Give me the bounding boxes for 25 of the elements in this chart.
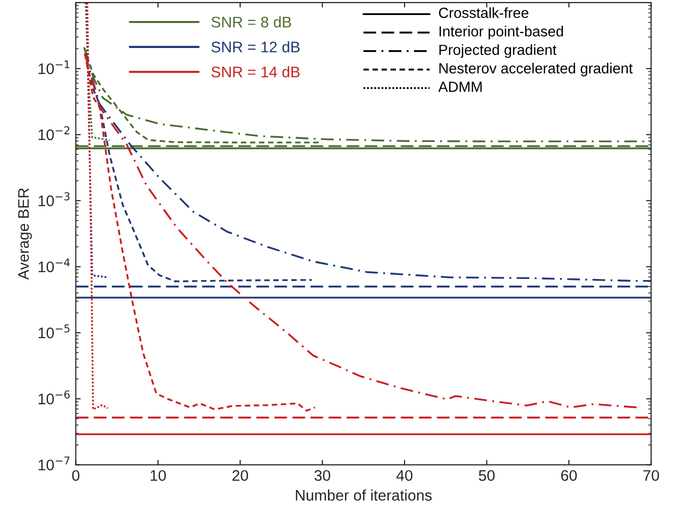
- x-axis-title: Number of iterations: [296, 489, 432, 501]
- y-tick-label: 10$^{−5}$: [38, 324, 70, 338]
- annotation: ADMM: [438, 82, 482, 92]
- legend-label: SNR = 12 dB: [211, 41, 300, 52]
- x-tick-label: 60: [561, 470, 577, 481]
- legend-label: SNR = 14 dB: [211, 66, 300, 78]
- x-tick-label: 30: [314, 470, 330, 481]
- y-tick-label: 10$^{−3}$: [38, 192, 70, 206]
- y-tick-label: 10$^{−7}$: [38, 456, 70, 470]
- annotation: Projected gradient: [439, 44, 556, 58]
- x-tick-label: 50: [478, 470, 495, 481]
- x-tick-label: 20: [232, 470, 248, 481]
- annotation: Crosstalk-free: [438, 7, 528, 18]
- x-tick-label: 10: [150, 470, 166, 481]
- y-tick-label: 10$^{−4}$: [38, 258, 70, 272]
- x-tick-label: 40: [396, 470, 412, 481]
- annotation: Interior point-based: [440, 26, 563, 40]
- y-tick-label: 10$^{−1}$: [38, 60, 70, 74]
- y-axis-title: Average BER: [18, 188, 32, 280]
- x-tick-label: 0: [72, 470, 80, 481]
- x-tick-label: 70: [643, 470, 660, 481]
- legend-label: SNR = 8 dB: [211, 16, 292, 28]
- y-tick-label: 10$^{−6}$: [38, 390, 70, 404]
- y-tick-label: 10$^{−2}$: [38, 126, 70, 140]
- annotation: Nesterov accelerated gradient: [439, 62, 633, 76]
